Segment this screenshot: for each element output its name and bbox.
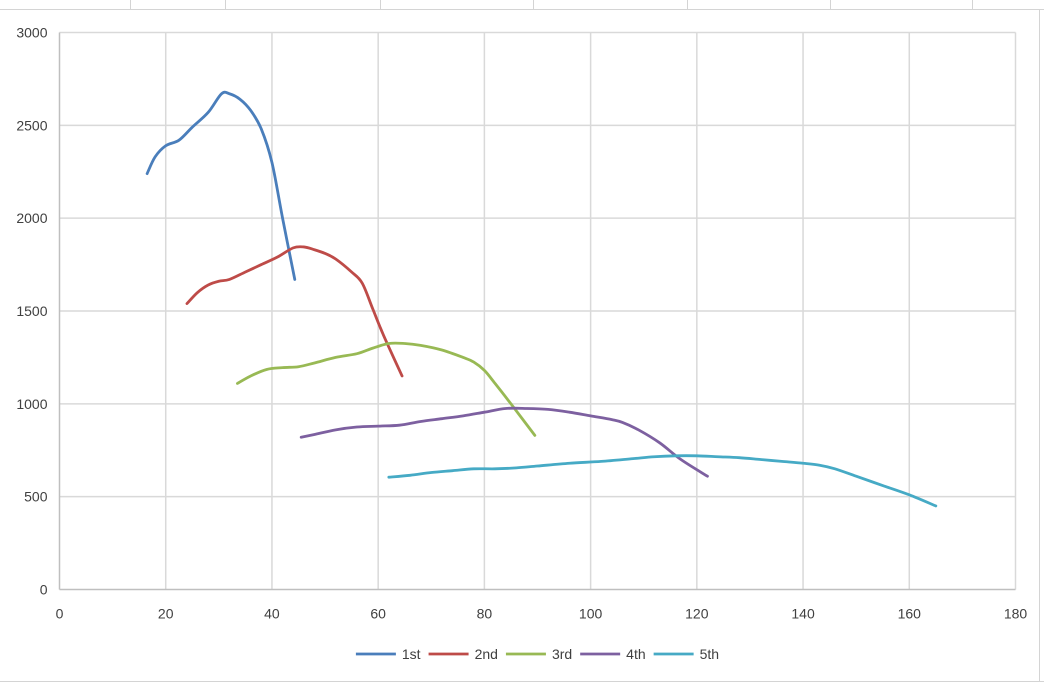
x-tick-label: 40 [264,606,280,622]
series-line-5th [387,454,938,508]
x-tick-label: 160 [898,606,922,622]
axes [58,32,1016,591]
x-tick-label: 0 [56,606,64,622]
x-tick-label: 140 [791,606,815,622]
legend-label-2nd: 2nd [475,646,498,662]
x-tick-label: 120 [685,606,709,622]
y-tick-labels: 0 500 1000 1500 2000 2500 3000 [16,25,47,598]
series-lines [145,90,938,508]
legend: 1st 2nd 3rd 4th 5th [355,646,719,662]
series-line-4th [299,406,709,478]
x-tick-label: 80 [477,606,493,622]
y-tick-label: 0 [40,582,48,598]
series-line-2nd [185,245,404,378]
legend-label-5th: 5th [700,646,719,662]
x-tick-label: 60 [370,606,386,622]
x-tick-label: 180 [1004,606,1028,622]
y-tick-label: 2000 [16,210,47,226]
legend-label-4th: 4th [626,646,645,662]
y-tick-label: 500 [24,489,48,505]
legend-label-3rd: 3rd [552,646,572,662]
x-tick-label: 100 [579,606,603,622]
y-tick-label: 3000 [16,25,47,41]
x-tick-label: 20 [158,606,174,622]
legend-label-1st: 1st [402,646,421,662]
x-tick-labels: 0 20 40 60 80 100 120 140 160 180 [56,606,1028,622]
y-tick-label: 1500 [16,303,47,319]
y-tick-label: 2500 [16,117,47,133]
y-tick-label: 1000 [16,396,47,412]
series-line-3rd [236,341,537,437]
series-line-1st [145,90,297,281]
grid-lines [59,31,1017,590]
